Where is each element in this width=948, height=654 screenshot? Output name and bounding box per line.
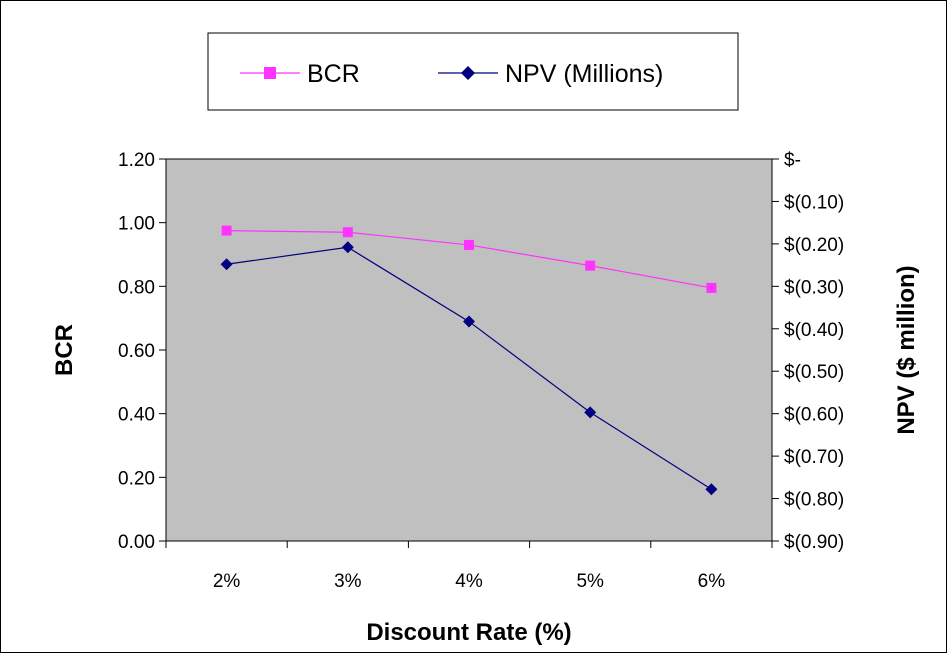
y2-tick-label: $(0.40) — [784, 320, 844, 341]
y2-tick-label: $(0.80) — [784, 490, 844, 511]
y-tick-label: 0.00 — [118, 532, 155, 553]
y2-tick-label: $(0.10) — [784, 192, 844, 213]
y-tick-label: 1.00 — [118, 214, 155, 235]
y2-tick-label: $(0.50) — [784, 362, 844, 383]
y-tick-label: 0.80 — [118, 277, 155, 298]
x-tick-label: 6% — [698, 571, 726, 592]
left-axis: 0.00 0.20 0.40 0.60 0.80 1.00 1.20 — [118, 150, 166, 553]
y2-tick-label: $(0.90) — [784, 532, 844, 553]
npv-point — [584, 406, 597, 419]
bcr-point — [342, 227, 353, 238]
series-layer — [220, 225, 718, 496]
legend-label-npv: NPV (Millions) — [505, 60, 663, 88]
y2-tick-label: $(0.60) — [784, 405, 844, 426]
legend-marker-bcr — [264, 67, 276, 79]
y-tick-label: 0.20 — [118, 468, 155, 489]
bcr-point — [464, 239, 474, 250]
legend-label-bcr: BCR — [307, 60, 360, 88]
y-tick-label: 1.20 — [118, 150, 155, 171]
y2-tick-label: $(0.70) — [784, 447, 844, 468]
npv-point — [220, 258, 233, 271]
x-tick-label: 4% — [455, 571, 483, 592]
x-tick-label: 3% — [334, 571, 362, 592]
x-tick-label: 5% — [576, 571, 604, 592]
y-axis-title: BCR — [51, 324, 78, 376]
x-axis-title: Discount Rate (%) — [366, 619, 571, 646]
y2-tick-label: $(0.20) — [784, 235, 844, 256]
y2-axis-title: NPV ($ million) — [893, 265, 920, 434]
npv-point — [463, 315, 475, 328]
y-tick-label: 0.60 — [118, 341, 155, 362]
bcr-point — [585, 260, 596, 271]
bcr-point — [706, 282, 717, 293]
y2-tick-label: $(0.30) — [784, 277, 844, 298]
y2-tick-label: $- — [784, 150, 801, 171]
npv-point — [341, 241, 354, 254]
npv-point — [705, 483, 718, 496]
legend: BCR NPV (Millions) — [207, 32, 739, 111]
y-tick-label: 0.40 — [118, 405, 155, 426]
x-tick-label: 2% — [213, 571, 241, 592]
x-axis: 2% 3% 4% 5% 6% — [165, 541, 773, 592]
right-axis: $(0.90) $(0.80) $(0.70) $(0.60) $(0.50) $(0.4… — [772, 150, 844, 553]
plot-area — [165, 158, 773, 542]
legend-marker-npv — [461, 66, 475, 80]
bcr-point — [221, 225, 232, 236]
